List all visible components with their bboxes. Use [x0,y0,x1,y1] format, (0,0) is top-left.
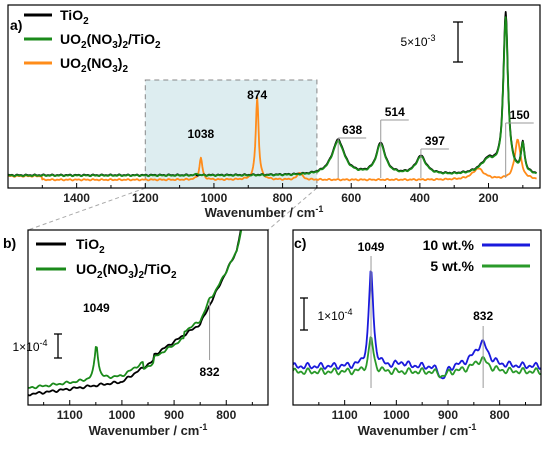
tick-label-b-800: 800 [216,408,236,422]
panel-b-plot [28,230,243,397]
panel-c: 1049 832 1100 1000 900 800 c) 10 wt.% 5 wt.% [292,229,542,422]
peak-label-b-1049: 1049 [83,301,110,315]
peak-label-c-1049: 1049 [358,240,385,254]
zoom-connector-right [267,187,318,231]
peak-label-a-514: 514 [385,105,405,119]
peak-label-a-638: 638 [342,123,362,137]
tick-label-a-800: 800 [273,191,293,205]
axis-title-b: Wavenumber / cm-1 [89,422,208,438]
series-c-5wt [293,336,541,379]
tick-label-c-1000: 1000 [383,408,410,422]
panel-c-plot [293,270,541,380]
legend-label-a-tio2: TiO2 [60,7,89,27]
tick-label-a-1000: 1000 [201,191,228,205]
tick-label-c-900: 900 [438,408,458,422]
series-uo2no3-tio2 [7,16,537,178]
scale-label-b: 1×10-4 [12,338,47,354]
legend-label-c-wt10: 10 wt.% [423,237,475,253]
tick-label-c-1100: 1100 [332,408,358,422]
panel-a: 1038 874 638 514 397 150 1400 1200 1000 800 600 400… [7,4,541,231]
series-b-uo2no3-tio2 [28,230,243,390]
panel-label-a: a) [10,17,22,33]
axis-title-a: Wavenumber / cm-1 [205,204,324,220]
highlight-region [144,79,318,189]
axis-title-c: Wavenumber / cm-1 [358,422,477,438]
legend-label-b-tio2: TiO2 [76,236,105,256]
panel-label-b: b) [3,235,16,251]
peak-label-c-832: 832 [473,309,493,323]
panel-b: 1049 832 1100 1000 900 800 b) [3,229,269,422]
panel-a-frame [7,4,541,189]
legend-label-a-uo2no3: UO2(NO3)2 [60,55,128,75]
peak-label-a-874: 874 [247,88,267,102]
series-uo2no3 [7,96,537,182]
tick-label-b-1100: 1100 [57,408,83,422]
peak-label-a-1038: 1038 [188,127,215,141]
tick-label-c-800: 800 [490,408,510,422]
tick-label-b-900: 900 [164,408,184,422]
legend-label-a-uo2no3_tio2: UO2(NO3)2/TiO2 [60,31,161,51]
panel-b-frame [27,229,269,406]
scale-label-c: 1×10-4 [317,307,352,323]
series-c-10wt [293,270,541,380]
tick-label-b-1000: 1000 [109,408,136,422]
panel-label-c: c) [294,235,306,251]
tick-label-a-1200: 1200 [132,191,159,205]
tick-label-a-200: 200 [479,191,499,205]
tick-label-a-1400: 1400 [63,191,90,205]
legend-label-b-uo2no3_tio2: UO2(NO3)2/TiO2 [76,261,177,281]
scale-label-a: 5×10-3 [400,33,435,49]
peak-label-a-397: 397 [425,134,445,148]
peak-label-a-150: 150 [510,108,530,122]
panel-c-frame [292,229,542,406]
peak-label-b-832: 832 [200,365,220,379]
legend-label-c-wt5: 5 wt.% [430,258,474,274]
tick-label-a-400: 400 [410,191,430,205]
tick-label-a-600: 600 [341,191,361,205]
